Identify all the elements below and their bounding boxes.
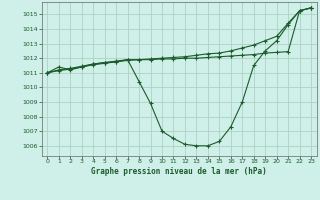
X-axis label: Graphe pression niveau de la mer (hPa): Graphe pression niveau de la mer (hPa): [91, 167, 267, 176]
